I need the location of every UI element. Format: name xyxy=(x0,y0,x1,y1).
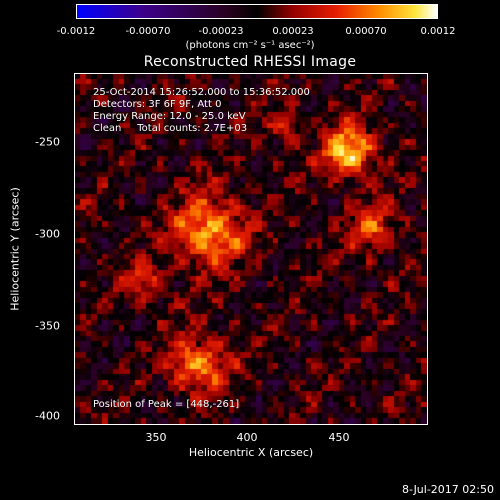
x-tick-label: 450 xyxy=(328,431,350,444)
y-axis-label: Heliocentric Y (arcsec) xyxy=(8,187,22,311)
colorbar-tick-label: 0.00070 xyxy=(345,26,387,37)
time-range-text: 25-Oct-2014 15:26:52.000 to 15:36:52.000 xyxy=(93,87,310,98)
peak-position-text: Position of Peak = [448,-261] xyxy=(93,399,240,410)
x-tick-label: 350 xyxy=(145,431,167,444)
colorbar-tick-label: 0.00023 xyxy=(272,26,314,37)
clean-counts-text: Clean Total counts: 2.7E+03 xyxy=(93,123,248,134)
plot-title: Reconstructed RHESSI Image xyxy=(143,54,357,70)
colorbar-tick-label: 0.0012 xyxy=(420,26,456,37)
colorbar-tick-label: -0.0012 xyxy=(56,26,96,37)
y-tick-label: -250 xyxy=(35,135,60,149)
y-tick-label: -400 xyxy=(35,409,60,423)
y-tick-label: -300 xyxy=(35,227,60,241)
colorbar-tick-label: -0.00023 xyxy=(198,26,244,37)
colorbar-gradient xyxy=(77,5,437,18)
y-tick-label: -350 xyxy=(35,319,60,333)
detectors-text: Detectors: 3F 6F 9F, Att 0 xyxy=(93,99,222,110)
heatmap-image xyxy=(75,74,427,424)
colorbar-units-label: (photons cm⁻² s⁻¹ asec⁻²) xyxy=(185,40,315,51)
image-plot-area: 25-Oct-2014 15:26:52.000 to 15:36:52.000… xyxy=(74,73,428,425)
energy-range-text: Energy Range: 12.0 - 25.0 keV xyxy=(93,111,246,122)
plot-datestamp: 8-Jul-2017 02:50 xyxy=(401,483,494,496)
x-tick-label: 400 xyxy=(236,431,258,444)
x-axis-label: Heliocentric X (arcsec) xyxy=(188,446,314,459)
colorbar xyxy=(76,4,438,19)
colorbar-tick-label: -0.00070 xyxy=(125,26,171,37)
